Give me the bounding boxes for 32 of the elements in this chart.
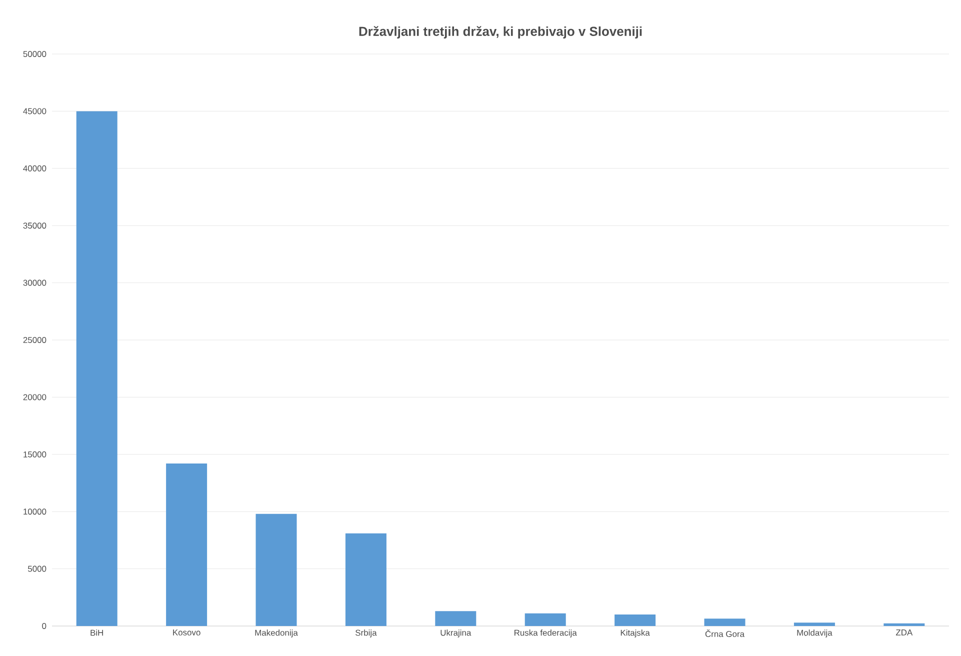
y-tick-label: 10000 bbox=[24, 508, 46, 515]
x-tick-label: Črna Gora bbox=[705, 630, 745, 637]
x-tick-label: Moldavija bbox=[797, 630, 832, 638]
y-tick-label: 35000 bbox=[23, 222, 46, 229]
bar bbox=[524, 613, 566, 626]
bar bbox=[256, 514, 297, 626]
y-tick-label: 50000 bbox=[23, 51, 46, 57]
bar bbox=[794, 622, 835, 626]
bar bbox=[166, 464, 208, 626]
bar bbox=[76, 111, 118, 626]
y-tick-label: 45000 bbox=[23, 108, 46, 114]
x-tick-label: Ruska federacija bbox=[514, 630, 577, 638]
y-tick-label: 15000 bbox=[24, 451, 46, 458]
bar bbox=[435, 611, 476, 626]
x-tick-label: BiH bbox=[90, 630, 103, 636]
y-tick-label: 25000 bbox=[23, 337, 46, 343]
x-tick-label: Srbija bbox=[356, 630, 377, 638]
bar bbox=[345, 533, 386, 626]
x-tick-label: ZDA bbox=[896, 630, 913, 636]
bar bbox=[884, 623, 925, 626]
x-tick-label: Ukrajina bbox=[440, 630, 472, 638]
y-tick-label: 30000 bbox=[23, 280, 46, 286]
x-tick-label: Makedonija bbox=[255, 630, 298, 638]
bar bbox=[704, 618, 746, 626]
x-tick-label: Kitajska bbox=[620, 630, 650, 638]
chart-title: Državljani tretjih držav, ki prebivajo v Sloveniji bbox=[359, 26, 642, 39]
x-tick-label: Kosovo bbox=[173, 630, 200, 636]
y-tick-label: 20000 bbox=[23, 394, 46, 400]
y-tick-label: 0 bbox=[42, 623, 46, 629]
y-tick-label: 40000 bbox=[23, 165, 46, 172]
y-tick-label: 5000 bbox=[28, 566, 46, 572]
bar bbox=[614, 614, 656, 626]
